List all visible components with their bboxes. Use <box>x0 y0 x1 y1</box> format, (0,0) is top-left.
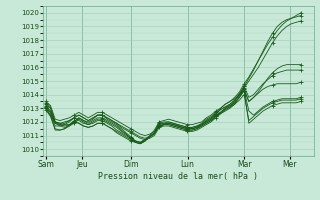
X-axis label: Pression niveau de la mer( hPa ): Pression niveau de la mer( hPa ) <box>99 172 259 181</box>
